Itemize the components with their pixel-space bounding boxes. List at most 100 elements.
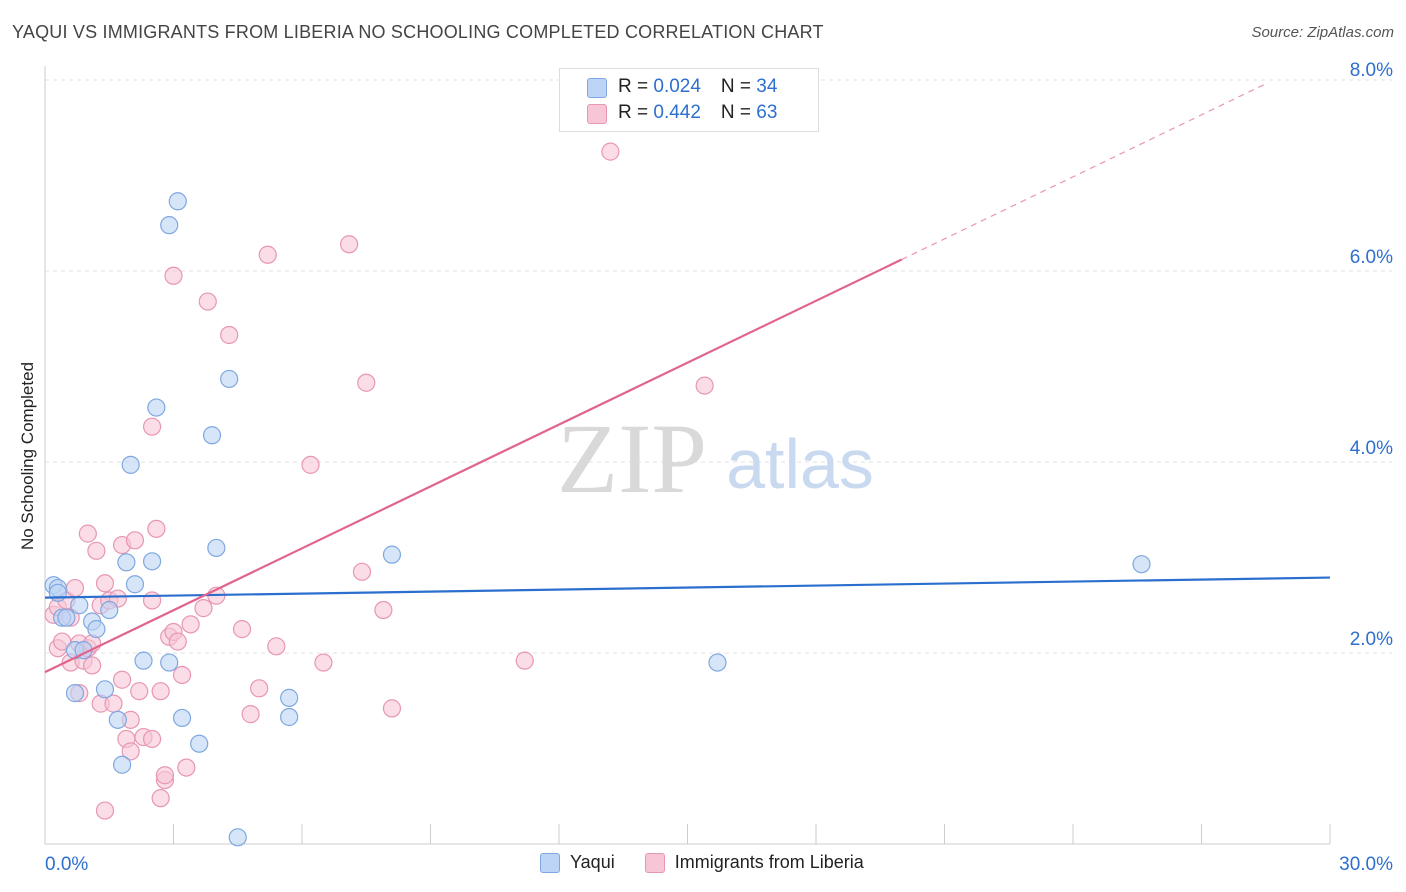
legend-swatch [540, 852, 560, 873]
source-label: Source: ZipAtlas.com [1251, 24, 1394, 41]
watermark-atlas: atlas [726, 425, 874, 503]
r-label: R = [618, 76, 654, 97]
yaqui-point [1132, 555, 1151, 574]
yaqui-point [117, 553, 136, 572]
yaqui-point [708, 653, 727, 672]
tick-labels: 2.0% 4.0% 6.0% 8.0% 0.0% 30.0% [45, 60, 1393, 875]
liberia-point [87, 541, 106, 560]
yaqui-point [48, 583, 67, 602]
yaqui-point [147, 398, 166, 417]
liberia-point [142, 729, 162, 749]
liberia-point [352, 562, 372, 581]
yaqui-point [65, 684, 85, 703]
liberia-point [125, 531, 145, 550]
r-value: 0.024 [653, 76, 701, 97]
liberia-trend-line [44, 258, 903, 674]
yaqui-point [280, 688, 299, 707]
yaqui-point [228, 828, 247, 847]
liberia-point [301, 455, 320, 474]
liberia-point [95, 574, 115, 593]
legend-row-liberia: R = 0.442 N = 63 [618, 100, 777, 126]
liberia-point [164, 266, 183, 285]
liberia-point [147, 519, 166, 538]
yaqui-point [207, 538, 226, 558]
liberia-point [121, 742, 140, 761]
liberia-point [220, 325, 239, 345]
y-tick-label: 6.0% [1350, 247, 1393, 268]
liberia-point [78, 524, 97, 543]
chart-title: YAQUI VS IMMIGRANTS FROM LIBERIA NO SCHO… [12, 22, 824, 42]
n-value: 34 [756, 76, 778, 97]
liberia-point [194, 599, 213, 618]
liberia-point [65, 578, 85, 598]
liberia-point [241, 705, 260, 724]
liberia-point [95, 801, 115, 820]
liberia-point [151, 682, 170, 701]
yaqui-point [172, 708, 192, 728]
n-label: N = [720, 76, 757, 97]
yaqui-point [87, 620, 106, 639]
y-tick-label: 2.0% [1350, 629, 1393, 650]
yaqui-point [160, 653, 179, 672]
liberia-point [340, 235, 359, 254]
watermark: ZIP atlas [557, 403, 874, 514]
liberia-point [168, 632, 187, 651]
points [44, 142, 1151, 847]
liberia-point [112, 670, 132, 689]
legend-row-yaqui: R = 0.024 N = 34 [618, 74, 777, 100]
legend-swatch-yaqui [587, 78, 607, 98]
liberia-point [267, 637, 286, 656]
yaqui-point [57, 608, 76, 627]
liberia-point [172, 665, 192, 685]
liberia-point [177, 758, 196, 777]
liberia-point [258, 245, 277, 264]
r-label: R = [618, 102, 654, 123]
yaqui-point [280, 707, 299, 727]
yaqui-point [220, 369, 239, 389]
legend-item-yaqui: Yaqui [540, 852, 615, 873]
yaqui-point [108, 710, 127, 729]
yaqui-trend-line [44, 576, 1331, 599]
liberia-point [601, 142, 620, 161]
x-tick-label: 30.0% [1339, 854, 1393, 875]
liberia-point [130, 682, 149, 701]
yaqui-point [95, 680, 115, 699]
liberia-point [83, 656, 102, 675]
legend-label: Yaqui [570, 852, 615, 872]
yaqui-point [70, 596, 89, 615]
liberia-point [515, 651, 534, 670]
yaqui-point [142, 552, 162, 571]
liberia-point [374, 600, 393, 620]
y-tick-label: 4.0% [1350, 438, 1393, 459]
liberia-point [382, 699, 402, 718]
legend-series: Yaqui Immigrants from Liberia [540, 852, 894, 873]
y-tick-label: 8.0% [1350, 60, 1393, 81]
liberia-point [142, 591, 162, 610]
liberia-point [695, 376, 714, 395]
yaqui-point [121, 455, 140, 474]
watermark-zip: ZIP [557, 403, 707, 514]
legend-swatch [644, 852, 665, 873]
x-tick-label: 0.0% [45, 854, 88, 875]
yaqui-point [134, 651, 153, 670]
liberia-point [357, 373, 376, 392]
n-label: N = [720, 102, 757, 123]
n-value: 63 [756, 102, 778, 123]
r-value: 0.442 [653, 102, 701, 123]
liberia-point [232, 620, 252, 639]
yaqui-point [125, 575, 145, 594]
liberia-point [155, 766, 175, 785]
yaqui-point [160, 216, 179, 235]
liberia-point [198, 292, 217, 311]
yaqui-point [112, 755, 132, 774]
trend-lines [44, 83, 1331, 674]
yaqui-point [168, 192, 187, 211]
liberia-point [181, 615, 200, 634]
yaqui-point [202, 426, 222, 445]
liberia-point [250, 679, 269, 698]
liberia-point [151, 789, 170, 808]
liberia-point [142, 417, 162, 436]
liberia-point [314, 653, 333, 672]
legend-swatch-liberia [587, 104, 607, 124]
